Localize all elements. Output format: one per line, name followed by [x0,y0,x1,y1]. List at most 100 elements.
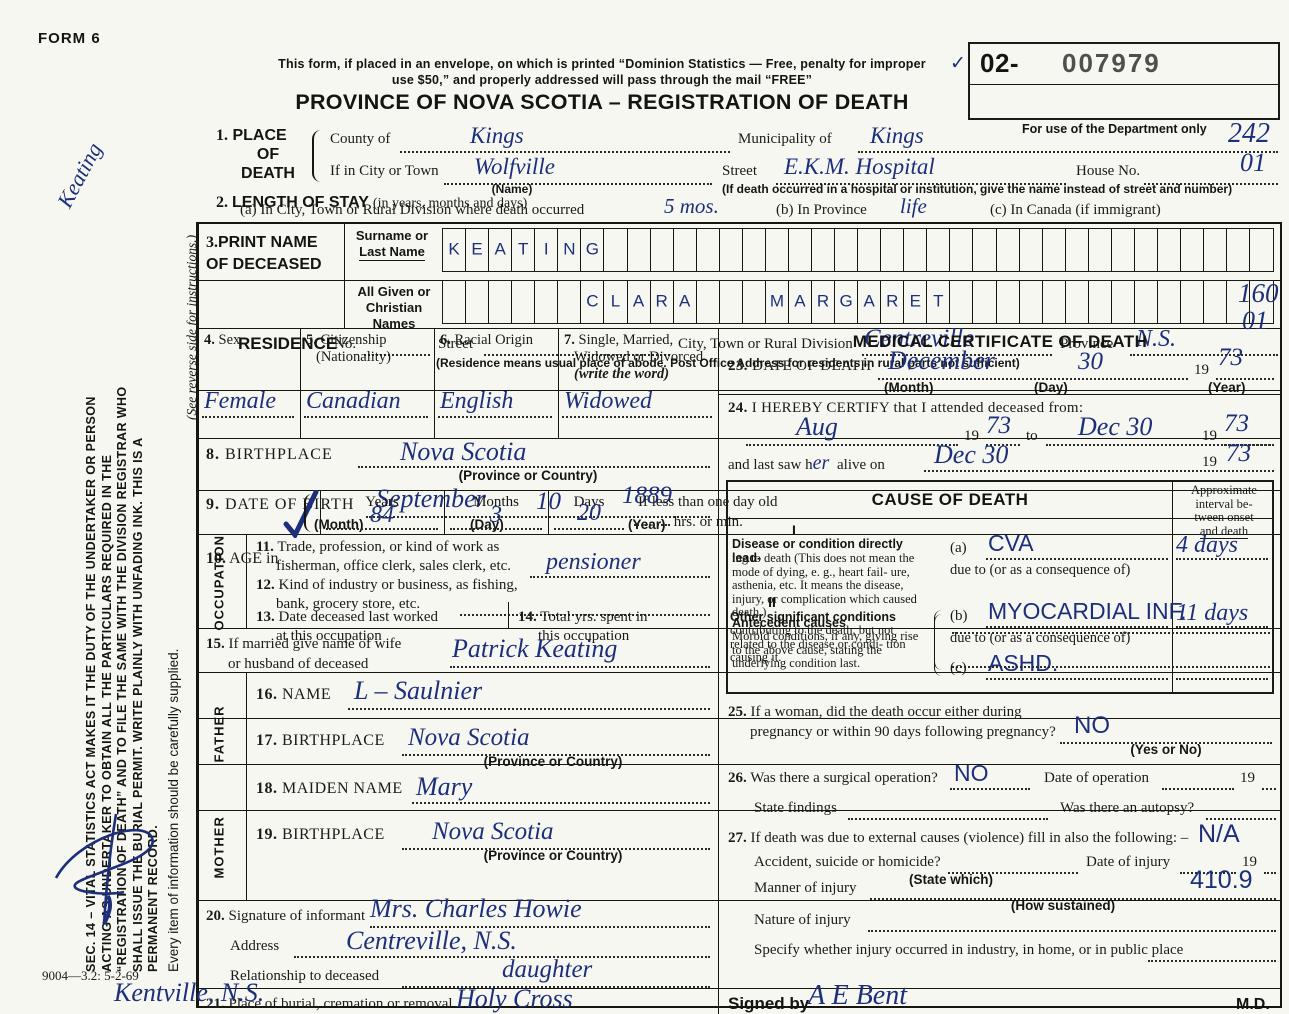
letter-cell[interactable] [466,281,490,323]
letter-cell[interactable] [973,281,997,323]
letter-cell[interactable] [1204,229,1228,271]
letter-cell[interactable]: A [858,281,882,323]
item-27-accident-field[interactable] [948,870,1078,874]
residence-no-field[interactable] [364,352,430,356]
letter-cell[interactable]: G [581,229,605,271]
letter-cell[interactable]: A [628,281,651,323]
letter-cell[interactable] [1250,229,1273,271]
cause-line-field-b[interactable]: MYOCARDIAL INF. [986,598,1187,628]
letter-cell[interactable] [1020,281,1043,323]
demographics-cell-5[interactable]: 5. Citizenship (Nationality) Canadian [300,328,434,438]
letter-cell[interactable] [535,281,559,323]
letter-cell[interactable]: G [835,281,859,323]
letter-cell[interactable]: E [466,229,490,271]
letter-cell[interactable] [489,281,513,323]
item-11-field[interactable]: pensioner [530,549,710,578]
letter-cell[interactable] [1043,281,1066,323]
letter-cell[interactable] [1181,281,1205,323]
letter-cell[interactable] [1112,229,1135,271]
letter-cell[interactable] [1066,229,1089,271]
letter-cell[interactable] [927,229,951,271]
letter-cell[interactable]: N [558,229,582,271]
letter-cell[interactable]: T [927,281,951,323]
nature-field[interactable] [868,928,1276,932]
letter-cell[interactable] [1158,281,1181,323]
specify-field[interactable] [1148,958,1276,962]
letter-cell[interactable] [628,229,651,271]
letter-cell[interactable] [743,281,766,323]
demographics-field-6[interactable]: English [438,388,552,418]
letter-cell[interactable] [1135,229,1158,271]
letter-cell[interactable]: R [651,281,674,323]
manner-field[interactable]: 410.9 [870,866,1276,900]
letter-cell[interactable] [812,229,836,271]
item-26-autopsy-field[interactable] [1206,816,1276,820]
letter-cell[interactable]: A [674,281,697,323]
certify-from-year-field[interactable]: 73 [986,412,1020,446]
letter-cell[interactable] [1227,229,1251,271]
letter-cell[interactable]: L [604,281,628,323]
letter-cell[interactable]: R [812,281,836,323]
letter-cell[interactable] [950,281,974,323]
letter-cell[interactable] [1066,281,1089,323]
injury-year-field[interactable] [1264,870,1276,874]
part2-field-1[interactable] [952,630,1270,634]
letter-cell[interactable] [558,281,582,323]
letter-cell[interactable] [950,229,974,271]
letter-cell[interactable] [512,281,536,323]
cause-interval-field-c[interactable] [1176,676,1268,680]
demographics-field-4[interactable]: Female [202,388,294,418]
letter-cell[interactable] [604,229,628,271]
letter-cell[interactable]: T [512,229,536,271]
letter-cell[interactable] [973,229,997,271]
municipality-field[interactable]: Kings [858,123,1278,153]
item-20-relationship-field[interactable]: daughter [402,956,710,988]
item-26-findings-field[interactable] [848,816,1048,820]
letter-cell[interactable] [835,229,859,271]
demographics-field-5[interactable]: Canadian [304,388,428,418]
item-26-surgical-field[interactable]: NO [950,760,1030,790]
letter-cell[interactable] [720,281,743,323]
letter-cell[interactable] [1043,229,1066,271]
item-12-field[interactable] [460,612,710,616]
letter-cell[interactable] [997,229,1020,271]
letter-cell[interactable]: I [535,229,559,271]
letter-cell[interactable] [1227,281,1251,323]
letter-cell[interactable] [1158,229,1181,271]
injury-date-field[interactable] [1180,870,1236,874]
certify-to-year-field[interactable]: 73 [1224,410,1274,446]
letter-cell[interactable]: M [766,281,789,323]
letter-cell[interactable] [1135,281,1158,323]
letter-cell[interactable] [443,281,467,323]
letter-cell[interactable] [697,281,720,323]
letter-cell[interactable] [720,229,743,271]
residence-street-field[interactable] [484,352,670,356]
letter-cell[interactable] [881,229,905,271]
item-20-signature-field[interactable]: Mrs. Charles Howie [370,894,710,928]
cause-line-field-c[interactable]: ASHD. [986,650,1168,680]
letter-cell[interactable]: R [881,281,905,323]
cause-line-field-a[interactable]: CVA [986,530,1168,560]
letter-cell[interactable] [743,229,766,271]
letter-cell[interactable] [1089,229,1112,271]
letter-cell[interactable] [997,281,1020,323]
letter-cell[interactable]: C [581,281,605,323]
certify-from-field[interactable]: Aug [746,412,958,446]
letter-cell[interactable] [766,229,789,271]
letter-cell[interactable]: K [443,229,467,271]
letter-cell[interactable] [651,229,674,271]
letter-cell[interactable] [1020,229,1043,271]
letter-cell[interactable] [789,229,812,271]
letter-cell[interactable] [904,229,928,271]
letter-cell[interactable] [1250,281,1273,323]
cause-interval-field-a[interactable] [1176,556,1268,560]
part2-field-2[interactable] [952,664,1270,668]
letter-cell[interactable] [1181,229,1205,271]
letter-cell[interactable] [1204,281,1228,323]
letter-cell[interactable] [1089,281,1112,323]
letter-cell[interactable] [858,229,882,271]
item-25-field[interactable]: NO [1060,712,1272,744]
house-no-field[interactable] [1144,165,1278,185]
letter-cell[interactable]: E [904,281,928,323]
